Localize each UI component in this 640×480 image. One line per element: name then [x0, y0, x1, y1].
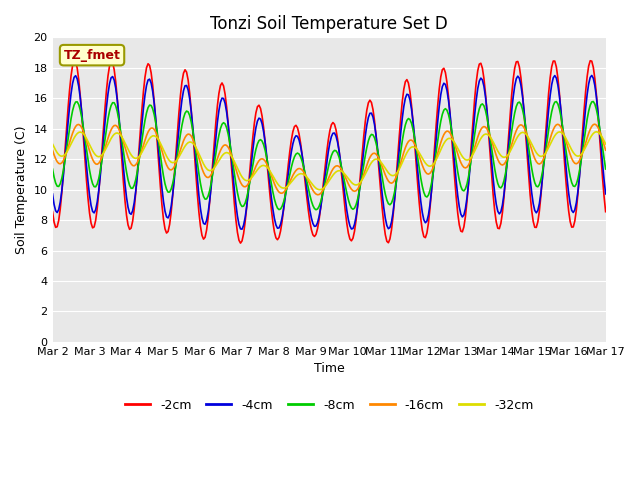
-2cm	[237, 240, 244, 246]
-32cm	[214, 160, 221, 166]
-2cm	[116, 136, 124, 142]
-32cm	[291, 175, 298, 181]
-8cm	[602, 166, 609, 172]
-2cm	[49, 209, 56, 215]
Line: -32cm: -32cm	[52, 132, 605, 190]
-32cm	[593, 129, 600, 135]
-16cm	[232, 167, 240, 172]
-16cm	[116, 130, 124, 135]
-32cm	[49, 141, 56, 147]
-16cm	[291, 170, 298, 176]
Line: -8cm: -8cm	[52, 102, 605, 210]
Y-axis label: Soil Temperature (C): Soil Temperature (C)	[15, 125, 28, 254]
-32cm	[232, 162, 240, 168]
-8cm	[589, 99, 597, 105]
-4cm	[602, 191, 609, 197]
X-axis label: Time: Time	[314, 362, 344, 375]
-2cm	[573, 207, 580, 213]
-32cm	[602, 141, 609, 147]
-4cm	[292, 133, 300, 139]
Line: -16cm: -16cm	[52, 124, 605, 195]
-8cm	[214, 141, 221, 146]
-32cm	[116, 132, 124, 138]
-16cm	[591, 121, 598, 127]
-16cm	[573, 161, 580, 167]
-16cm	[602, 147, 609, 153]
Line: -2cm: -2cm	[52, 61, 605, 243]
-4cm	[232, 201, 240, 207]
-4cm	[49, 191, 56, 197]
-4cm	[588, 72, 596, 78]
-4cm	[116, 129, 124, 135]
-16cm	[49, 147, 56, 153]
-4cm	[573, 200, 580, 205]
Text: TZ_fmet: TZ_fmet	[63, 48, 120, 61]
-2cm	[232, 217, 240, 223]
-8cm	[241, 200, 249, 206]
-2cm	[586, 58, 594, 64]
-8cm	[49, 166, 56, 172]
-8cm	[573, 181, 580, 187]
-2cm	[602, 209, 609, 215]
-32cm	[241, 177, 249, 183]
-32cm	[316, 187, 323, 192]
-32cm	[573, 153, 580, 158]
-2cm	[292, 122, 300, 128]
-16cm	[241, 184, 249, 190]
Title: Tonzi Soil Temperature Set D: Tonzi Soil Temperature Set D	[210, 15, 448, 33]
-4cm	[243, 204, 250, 210]
Legend: -2cm, -4cm, -8cm, -16cm, -32cm: -2cm, -4cm, -8cm, -16cm, -32cm	[120, 394, 538, 417]
-2cm	[214, 103, 221, 108]
-8cm	[116, 126, 124, 132]
-8cm	[232, 181, 240, 187]
-2cm	[243, 204, 250, 210]
-16cm	[214, 156, 221, 161]
-16cm	[314, 192, 321, 198]
-4cm	[214, 120, 221, 125]
Line: -4cm: -4cm	[52, 75, 605, 229]
-8cm	[312, 207, 320, 213]
-4cm	[238, 226, 246, 232]
-8cm	[291, 154, 298, 160]
